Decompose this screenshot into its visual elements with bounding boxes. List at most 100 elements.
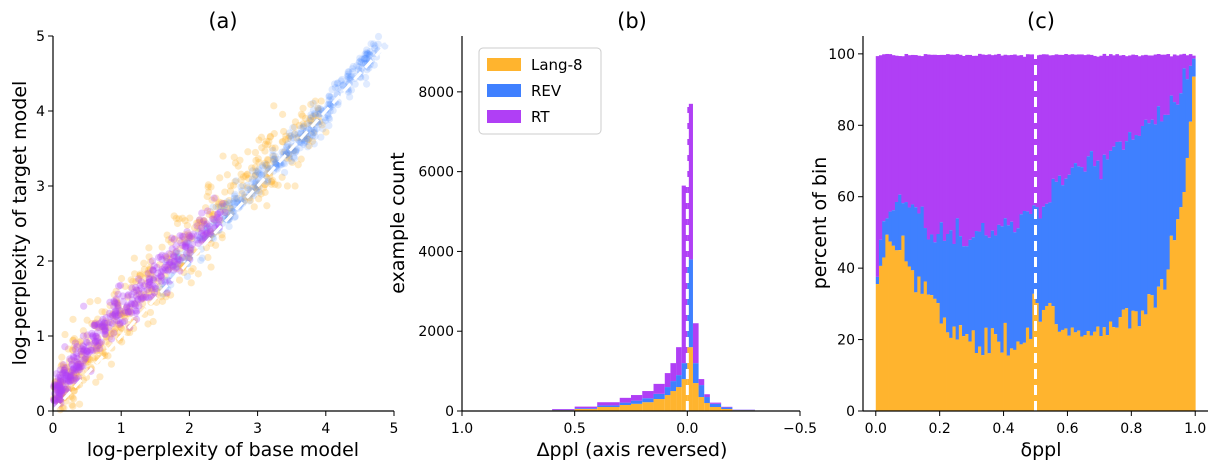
panel-a-point-rt [56, 395, 64, 403]
panel-a-point-lang8 [139, 294, 147, 303]
panel-c-bar-lang8 [910, 270, 915, 411]
panel-a-point-lang8 [75, 360, 83, 369]
panel-c-bar-rev [968, 239, 973, 342]
panel-a-point-rt [70, 365, 78, 373]
panel-c-bar-rev [1108, 150, 1113, 322]
panel-a-point-rt [181, 242, 189, 251]
panel-c-bar-lang8 [1102, 327, 1107, 411]
panel-c-bar-rt [926, 54, 931, 240]
panel-c-bar-rev [875, 276, 880, 285]
panel-a-point-lang8 [66, 367, 74, 376]
panel-a-point-rt [176, 232, 184, 240]
panel-a-point-rev [324, 100, 332, 109]
panel-a-point-rt [105, 309, 114, 317]
panel-a-point-lang8 [244, 174, 253, 183]
panel-a-point-rev [183, 272, 192, 281]
panel-a-point-lang8 [267, 178, 276, 186]
panel-a-point-lang8 [229, 181, 238, 189]
panel-a-point-lang8 [84, 357, 92, 366]
panel-a-point-rev [297, 139, 306, 147]
panel-a-point-rev [233, 198, 241, 206]
panel-a-point-rev [347, 86, 356, 94]
panel-c-bar-rev [1009, 221, 1014, 349]
panel-a-point-rt [106, 298, 114, 306]
panel-c-bar-lang8 [1153, 307, 1158, 411]
panel-a-point-rev [315, 110, 324, 118]
panel-a-point-rt [113, 300, 121, 308]
panel-a-point-rev [229, 203, 237, 212]
panel-a-point-lang8 [140, 265, 149, 273]
panel-a-point-rt [89, 346, 97, 355]
panel-c-bar-rt [1140, 55, 1145, 126]
panel-a-point-lang8 [200, 217, 208, 225]
panel-c-bar-rt [952, 54, 957, 244]
panel-a-point-rev [216, 208, 224, 216]
panel-c-bar-rt [888, 54, 893, 212]
panel-a-point-rev [310, 128, 319, 137]
panel-a-point-lang8 [120, 312, 128, 320]
panel-a-point-rt [186, 244, 194, 252]
panel-a-point-rev [374, 32, 383, 41]
panel-c-bar-rt [894, 55, 899, 202]
panel-a-point-rev [346, 76, 354, 84]
panel-a-point-lang8 [189, 265, 197, 273]
panel-a-point-lang8 [119, 309, 127, 317]
panel-c-x-tick-label: 0.8 [1120, 421, 1142, 437]
panel-a-point-lang8 [69, 336, 77, 344]
panel-a-point-rev [330, 80, 339, 88]
panel-b-bar-rt [642, 391, 654, 399]
panel-c-bar-rev [1003, 218, 1008, 323]
panel-a-point-rt [93, 334, 101, 342]
panel-b-bar-rev [664, 387, 671, 396]
panel-c-bar-rt [1029, 54, 1033, 214]
panel-a-point-lang8 [322, 128, 330, 136]
panel-a-point-rt [77, 362, 86, 370]
panel-a-point-rev [309, 106, 318, 114]
panel-a-point-rev [291, 148, 299, 156]
panel-a-point-rt [163, 256, 171, 264]
panel-a-point-rt [76, 363, 84, 371]
panel-a-point-rt [149, 282, 157, 290]
panel-a-point-lang8 [208, 196, 216, 204]
panel-a-point-rt [186, 246, 194, 254]
panel-a-point-rt [121, 307, 129, 315]
panel-a-point-lang8 [77, 353, 86, 361]
panel-a-point-rev [344, 70, 352, 78]
panel-c-bar-lang8 [1061, 329, 1065, 411]
panel-a-point-rt [63, 377, 71, 385]
panel-c-bar-lang8 [1134, 311, 1139, 411]
panel-b-bar-rev [597, 405, 620, 408]
panel-a-point-rt [55, 380, 63, 389]
panel-a-point-rt [169, 266, 178, 274]
panel-a-x-tick-label: 1 [117, 421, 126, 437]
panel-a-point-rt [97, 318, 106, 326]
panel-a-point-lang8 [79, 376, 87, 384]
panel-a-point-lang8 [252, 167, 260, 175]
panel-a-point-lang8 [126, 310, 134, 318]
panel-a-point-lang8 [250, 203, 258, 211]
panel-c-bar-rt [923, 54, 928, 229]
panel-a-point-lang8 [209, 210, 217, 219]
panel-a-point-lang8 [286, 132, 294, 140]
panel-c-bar-rt [1163, 54, 1167, 115]
panel-a-point-lang8 [61, 381, 69, 389]
panel-a-points [49, 32, 389, 414]
panel-a-point-rev [362, 56, 371, 64]
panel-a-point-lang8 [92, 378, 100, 386]
panel-a-point-rt [92, 337, 100, 346]
panel-b-bar-rev [709, 403, 722, 408]
panel-a-point-rev [316, 105, 324, 113]
panel-a-point-rt [139, 293, 147, 301]
panel-a-point-rev [334, 101, 342, 109]
panel-a-point-rev [331, 84, 339, 92]
panel-b-xlabel: Δppl (axis reversed) [537, 439, 728, 461]
panel-a-point-lang8 [62, 363, 70, 371]
panel-a-point-rt [80, 302, 88, 310]
panel-a-point-rev [245, 185, 253, 194]
panel-a-point-rt [183, 228, 191, 236]
panel-a-point-rt [135, 290, 143, 298]
panel-a-point-rt [164, 261, 172, 269]
panel-a-point-rt [100, 323, 108, 331]
panel-a-point-rev [192, 236, 200, 244]
panel-c-bar-lang8 [1185, 157, 1190, 411]
